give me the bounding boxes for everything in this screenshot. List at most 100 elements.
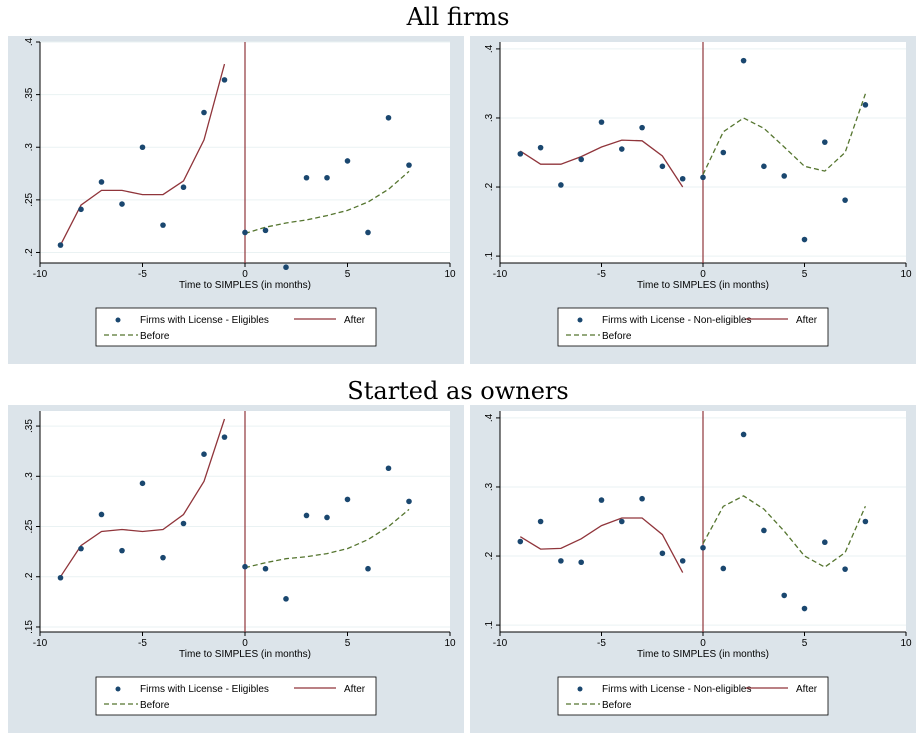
x-tick-label: -10	[33, 269, 48, 280]
data-point	[578, 156, 584, 163]
series-before-line	[702, 495, 866, 568]
legend-box	[557, 307, 829, 347]
x-tick-label: -10	[493, 638, 508, 649]
data-point	[98, 179, 105, 185]
data-point	[283, 596, 289, 602]
x-tick-label: 5	[345, 638, 351, 649]
legend-label-before: Before	[602, 331, 632, 342]
x-tick-label: 5	[802, 638, 808, 649]
x-tick-label: -5	[138, 269, 147, 280]
x-tick-label: -10	[33, 638, 48, 649]
data-point	[862, 102, 869, 108]
data-point	[160, 222, 166, 228]
x-tick-label: 10	[444, 269, 456, 280]
y-tick-label: .2	[24, 248, 35, 257]
chart-all-firms-non-eligibles: .1 .2 .3 .4 -10 -5 0 5 10 Time to SIMPLES (in mon…	[470, 36, 916, 364]
data-point	[139, 144, 146, 151]
data-point	[679, 175, 686, 182]
panel-owners-non-eligibles: .1 .2 .3 .4 -10 -5 0 5 10 Time to SIMPLES (in mon…	[470, 405, 916, 733]
data-point	[578, 559, 584, 566]
y-tick-label: .3	[484, 113, 495, 122]
data-point	[740, 57, 747, 64]
y-tick-label: .1	[484, 251, 495, 260]
y-tick-label: .4	[24, 37, 35, 46]
series-after-line	[59, 63, 226, 246]
x-tick-label: 10	[900, 638, 912, 649]
chart-owners-eligibles: .15 .2 .25 .3 .35 -10 -5 0 5 10 Time to SIMPLES (i…	[8, 405, 464, 733]
legend-point-marker	[115, 317, 121, 323]
data-point	[78, 206, 84, 213]
data-point	[221, 77, 228, 83]
data-point	[720, 565, 727, 572]
x-tick-label: -5	[597, 269, 606, 280]
legend-point-marker	[577, 686, 583, 692]
data-point	[761, 527, 767, 534]
data-point	[659, 163, 666, 170]
data-point	[619, 146, 625, 152]
data-point	[537, 518, 544, 525]
panel-owners-eligibles: .15 .2 .25 .3 .35 -10 -5 0 5 10 Time to SIMPLES (i…	[8, 405, 464, 733]
data-point	[517, 151, 524, 157]
legend-label-after: After	[796, 684, 818, 695]
legend-label-after: After	[796, 315, 818, 326]
y-tick-label: .25	[24, 192, 35, 206]
series-after-line	[519, 139, 684, 188]
data-point	[700, 544, 706, 551]
series-after-line	[519, 517, 684, 573]
x-tick-label: 5	[802, 269, 808, 280]
legend-label-after: After	[344, 315, 366, 326]
y-tick-label: .4	[484, 413, 495, 422]
data-point	[283, 264, 289, 271]
x-tick-label: 0	[242, 638, 248, 649]
y-tick-label: .35	[24, 87, 35, 101]
data-point	[242, 563, 248, 570]
data-point	[801, 236, 808, 243]
data-point	[679, 558, 686, 564]
legend-label-points: Firms with License - Eligibles	[140, 315, 269, 326]
data-point	[517, 538, 524, 545]
series-before-line	[244, 170, 410, 235]
y-tick-label: .2	[484, 182, 495, 191]
data-point	[303, 174, 310, 181]
series-before-line	[702, 93, 867, 175]
x-tick-label: 10	[900, 269, 912, 280]
data-point	[160, 554, 166, 561]
data-point	[862, 518, 869, 525]
legend-box	[95, 676, 377, 716]
y-tick-label: .15	[24, 620, 35, 634]
series-after-line	[59, 418, 226, 578]
data-point	[842, 197, 848, 203]
legend-label-before: Before	[602, 700, 632, 711]
data-point	[98, 511, 105, 518]
series-before-line	[244, 508, 410, 569]
legend-label-points: Firms with License - Non-eligibles	[602, 684, 752, 695]
data-point	[406, 498, 412, 505]
x-tick-label: 0	[242, 269, 248, 280]
data-point	[720, 149, 727, 156]
data-point	[262, 565, 269, 572]
data-point	[201, 451, 207, 457]
data-point	[221, 434, 228, 440]
x-tick-label: 5	[345, 269, 351, 280]
x-tick-label: -10	[493, 269, 508, 280]
x-axis-label: Time to SIMPLES (in months)	[179, 280, 311, 291]
data-point	[139, 480, 146, 487]
y-tick-label: .25	[24, 519, 35, 533]
data-point	[119, 547, 125, 554]
data-point	[242, 229, 248, 236]
panel-all-firms-non-eligibles: .1 .2 .3 .4 -10 -5 0 5 10 Time to SIMPLES (in mon…	[470, 36, 916, 364]
data-point	[842, 566, 848, 572]
data-point	[324, 174, 330, 181]
panel-all-firms-eligibles: .2 .25 .3 .35 .4 -10 -5 0 5 10 Time to SIMPLES (in…	[8, 36, 464, 364]
data-point	[598, 497, 605, 503]
x-axis-label: Time to SIMPLES (in months)	[179, 649, 311, 660]
y-tick-label: .3	[484, 482, 495, 491]
legend-box	[557, 676, 829, 716]
data-point	[201, 109, 207, 116]
data-point	[344, 158, 351, 164]
data-point	[537, 144, 544, 151]
data-point	[78, 545, 84, 552]
y-tick-label: .35	[24, 419, 35, 433]
x-tick-label: 0	[700, 638, 706, 649]
data-point	[761, 163, 767, 170]
